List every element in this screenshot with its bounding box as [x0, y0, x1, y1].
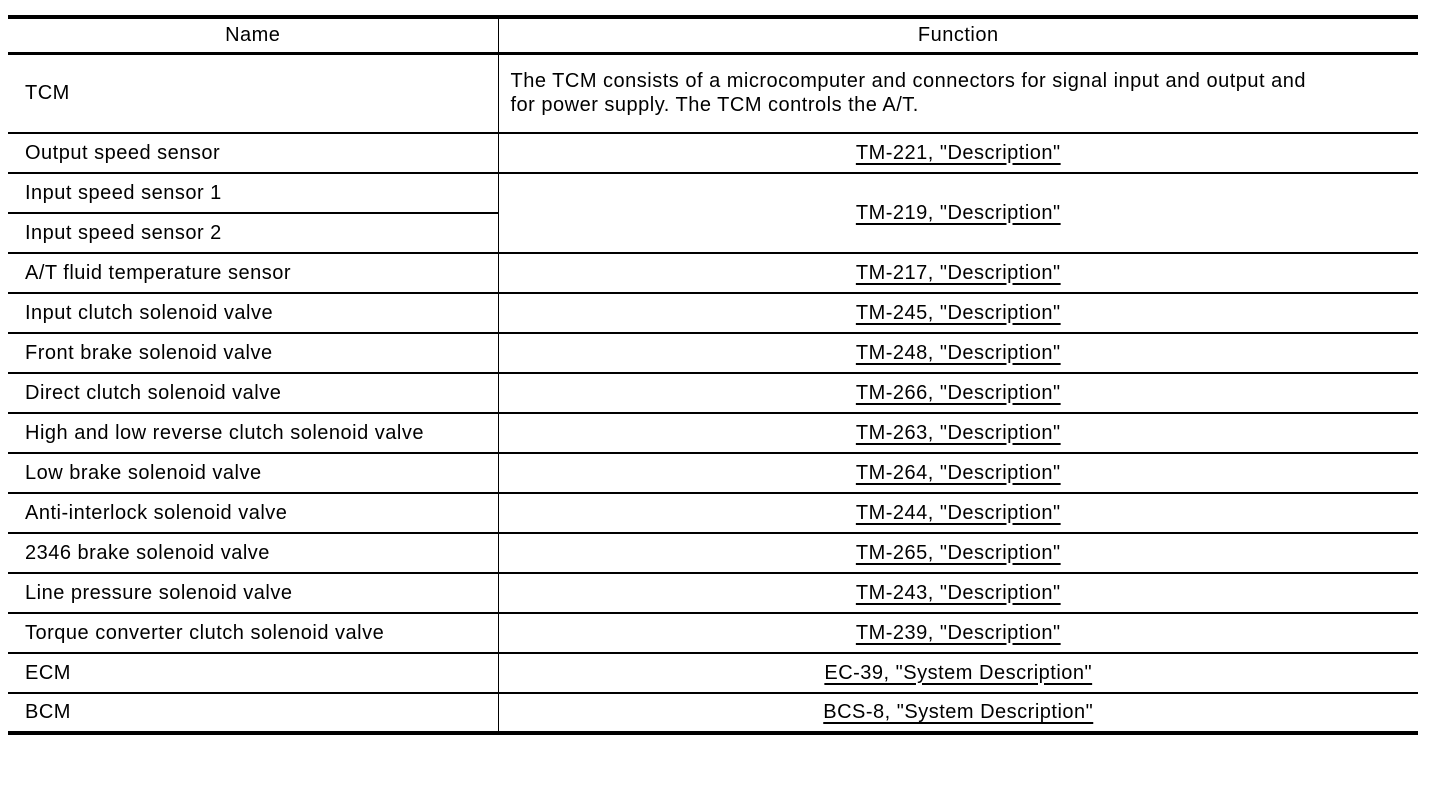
row-name-direct-clutch-solenoid-valve: Direct clutch solenoid valve — [8, 372, 499, 413]
link-tm-243-description[interactable]: TM-243, "Description" — [855, 581, 1061, 604]
row-name-output-speed-sensor: Output speed sensor — [8, 132, 499, 173]
table-row-line-pressure-solenoid-valve: Line pressure solenoid valve TM-243, "De… — [8, 572, 1418, 613]
link-tm-263-description[interactable]: TM-263, "Description" — [855, 421, 1061, 444]
link-ec-39-system-description[interactable]: EC-39, "System Description" — [824, 661, 1093, 684]
row-function-output-speed-sensor: TM-221, "Description" — [498, 132, 1418, 173]
row-name-at-fluid-temperature-sensor: A/T fluid temperature sensor — [8, 252, 499, 293]
row-name-front-brake-solenoid-valve: Front brake solenoid valve — [8, 332, 499, 373]
table-row-low-brake-solenoid-valve: Low brake solenoid valve TM-264, "Descri… — [8, 452, 1418, 493]
row-function-low-brake-solenoid-valve: TM-264, "Description" — [498, 452, 1418, 493]
table-row-input-speed-sensor-1: Input speed sensor 1 TM-219, "Descriptio… — [8, 172, 1418, 253]
row-function-ecm: EC-39, "System Description" — [498, 652, 1418, 693]
link-tm-245-description[interactable]: TM-245, "Description" — [855, 301, 1061, 324]
column-header-name: Name — [8, 17, 499, 55]
table-row-direct-clutch-solenoid-valve: Direct clutch solenoid valve TM-266, "De… — [8, 372, 1418, 413]
row-name-high-low-reverse-clutch-solenoid-valve: High and low reverse clutch solenoid val… — [8, 412, 499, 453]
row-function-2346-brake-solenoid-valve: TM-265, "Description" — [498, 532, 1418, 573]
link-tm-221-description[interactable]: TM-221, "Description" — [855, 141, 1061, 164]
table-row-ecm: ECM EC-39, "System Description" — [8, 652, 1418, 693]
link-tm-244-description[interactable]: TM-244, "Description" — [855, 501, 1061, 524]
row-name-bcm: BCM — [8, 692, 499, 733]
link-tm-239-description[interactable]: TM-239, "Description" — [855, 621, 1061, 644]
table-row-2346-brake-solenoid-valve: 2346 brake solenoid valve TM-265, "Descr… — [8, 532, 1418, 573]
row-function-at-fluid-temperature-sensor: TM-217, "Description" — [498, 252, 1418, 293]
row-name-input-speed-sensor-1: Input speed sensor 1 — [8, 172, 499, 213]
table-row-input-speed-sensor-2: Input speed sensor 2 — [8, 212, 1418, 253]
row-function-anti-interlock-solenoid-valve: TM-244, "Description" — [498, 492, 1418, 533]
row-name-ecm: ECM — [8, 652, 499, 693]
row-name-low-brake-solenoid-valve: Low brake solenoid valve — [8, 452, 499, 493]
row-function-front-brake-solenoid-valve: TM-248, "Description" — [498, 332, 1418, 373]
link-tm-248-description[interactable]: TM-248, "Description" — [855, 341, 1061, 364]
column-header-function: Function — [498, 17, 1418, 55]
row-name-line-pressure-solenoid-valve: Line pressure solenoid valve — [8, 572, 499, 613]
table-row-input-clutch-solenoid-valve: Input clutch solenoid valve TM-245, "Des… — [8, 292, 1418, 333]
row-name-tcm: TCM — [8, 52, 499, 133]
row-name-anti-interlock-solenoid-valve: Anti-interlock solenoid valve — [8, 492, 499, 533]
row-name-torque-converter-clutch-solenoid-valve: Torque converter clutch solenoid valve — [8, 612, 499, 653]
link-tm-265-description[interactable]: TM-265, "Description" — [855, 541, 1061, 564]
link-tm-264-description[interactable]: TM-264, "Description" — [855, 461, 1061, 484]
row-function-line-pressure-solenoid-valve: TM-243, "Description" — [498, 572, 1418, 613]
link-bcs-8-system-description[interactable]: BCS-8, "System Description" — [823, 701, 1094, 723]
row-function-input-clutch-solenoid-valve: TM-245, "Description" — [498, 292, 1418, 333]
tcm-function-text: The TCM consists of a microcomputer and … — [510, 70, 1306, 117]
table-row-anti-interlock-solenoid-valve: Anti-interlock solenoid valve TM-244, "D… — [8, 492, 1418, 533]
row-function-tcm: The TCM consists of a microcomputer and … — [498, 52, 1418, 133]
row-name-input-speed-sensor-2: Input speed sensor 2 — [8, 212, 499, 253]
row-function-torque-converter-clutch-solenoid-valve: TM-239, "Description" — [498, 612, 1418, 653]
table-row-output-speed-sensor: Output speed sensor TM-221, "Description… — [8, 132, 1418, 173]
table-header-row: Name Function — [8, 17, 1418, 55]
component-function-table: Name Function TCM The TCM consists of a … — [8, 15, 1418, 735]
row-name-input-clutch-solenoid-valve: Input clutch solenoid valve — [8, 292, 499, 333]
row-name-2346-brake-solenoid-valve: 2346 brake solenoid valve — [8, 532, 499, 573]
table-row-tcm: TCM The TCM consists of a microcomputer … — [8, 52, 1418, 133]
table-row-torque-converter-clutch-solenoid-valve: Torque converter clutch solenoid valve T… — [8, 612, 1418, 653]
row-function-input-speed-sensors: TM-219, "Description" — [498, 172, 1418, 253]
row-function-high-low-reverse-clutch-solenoid-valve: TM-263, "Description" — [498, 412, 1418, 453]
table-row-at-fluid-temperature-sensor: A/T fluid temperature sensor TM-217, "De… — [8, 252, 1418, 293]
row-function-bcm: BCS-8, "System Description" — [498, 692, 1418, 733]
table-row-bcm: BCM BCS-8, "System Description" — [8, 692, 1418, 733]
row-function-direct-clutch-solenoid-valve: TM-266, "Description" — [498, 372, 1418, 413]
table-row-front-brake-solenoid-valve: Front brake solenoid valve TM-248, "Desc… — [8, 332, 1418, 373]
link-tm-217-description[interactable]: TM-217, "Description" — [855, 261, 1061, 284]
link-tm-219-description[interactable]: TM-219, "Description" — [855, 201, 1061, 224]
table-row-high-low-reverse-clutch-solenoid-valve: High and low reverse clutch solenoid val… — [8, 412, 1418, 453]
link-tm-266-description[interactable]: TM-266, "Description" — [855, 381, 1061, 404]
